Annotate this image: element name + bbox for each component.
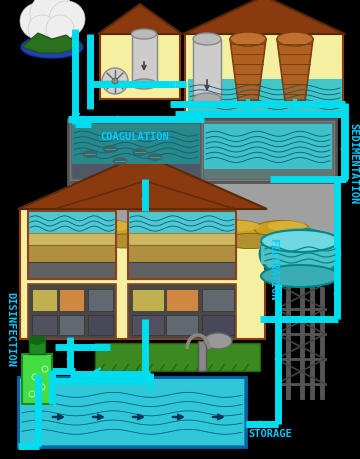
Polygon shape bbox=[22, 33, 82, 53]
Ellipse shape bbox=[131, 79, 157, 89]
Bar bbox=[28, 245, 116, 262]
Ellipse shape bbox=[148, 153, 162, 161]
Bar bbox=[18, 377, 246, 447]
Bar bbox=[20, 379, 244, 445]
Text: DISINFECTION: DISINFECTION bbox=[5, 291, 15, 366]
Bar bbox=[28, 211, 116, 279]
Bar bbox=[128, 211, 236, 279]
Text: SEDIMENTATION: SEDIMENTATION bbox=[348, 123, 358, 205]
Text: FILTRATION: FILTRATION bbox=[268, 238, 278, 300]
Bar bbox=[68, 119, 336, 182]
Ellipse shape bbox=[112, 157, 127, 165]
Bar bbox=[128, 245, 236, 262]
Ellipse shape bbox=[21, 36, 83, 58]
Ellipse shape bbox=[260, 229, 340, 279]
Bar bbox=[59, 289, 84, 311]
Polygon shape bbox=[98, 4, 182, 34]
Polygon shape bbox=[230, 39, 266, 101]
Bar bbox=[28, 262, 116, 279]
Bar bbox=[95, 343, 260, 371]
Bar bbox=[32, 315, 57, 335]
Polygon shape bbox=[18, 154, 267, 209]
Bar bbox=[166, 315, 198, 335]
Bar bbox=[202, 289, 234, 311]
Ellipse shape bbox=[214, 221, 260, 231]
Bar bbox=[28, 284, 116, 339]
Circle shape bbox=[49, 1, 85, 37]
Ellipse shape bbox=[29, 336, 45, 344]
Polygon shape bbox=[277, 39, 313, 101]
Bar bbox=[128, 284, 236, 339]
Bar bbox=[204, 124, 332, 169]
Ellipse shape bbox=[80, 220, 135, 238]
Circle shape bbox=[102, 68, 128, 94]
Polygon shape bbox=[55, 181, 235, 209]
Bar bbox=[132, 34, 157, 84]
Text: COAGULATION: COAGULATION bbox=[100, 132, 169, 142]
Circle shape bbox=[46, 15, 74, 43]
Circle shape bbox=[112, 78, 118, 84]
Circle shape bbox=[20, 3, 56, 39]
Bar bbox=[28, 233, 116, 245]
Bar bbox=[198, 341, 206, 371]
Ellipse shape bbox=[100, 234, 150, 248]
Ellipse shape bbox=[193, 93, 221, 105]
Ellipse shape bbox=[255, 220, 310, 237]
Circle shape bbox=[28, 15, 56, 43]
Ellipse shape bbox=[132, 148, 148, 156]
Bar bbox=[261, 246, 339, 264]
Polygon shape bbox=[183, 0, 345, 34]
Ellipse shape bbox=[103, 145, 117, 153]
Bar bbox=[193, 39, 221, 99]
Bar bbox=[132, 315, 164, 335]
Bar bbox=[100, 34, 180, 99]
Ellipse shape bbox=[204, 333, 232, 349]
Bar bbox=[68, 182, 336, 249]
Ellipse shape bbox=[193, 33, 221, 45]
Bar bbox=[71, 184, 335, 246]
Bar bbox=[185, 34, 343, 114]
Bar bbox=[128, 211, 236, 233]
Bar bbox=[20, 209, 265, 339]
Ellipse shape bbox=[154, 220, 196, 232]
Bar bbox=[28, 211, 116, 233]
Bar bbox=[88, 289, 113, 311]
Bar bbox=[188, 79, 342, 114]
Bar bbox=[22, 354, 52, 404]
Bar bbox=[72, 124, 200, 164]
Circle shape bbox=[30, 0, 74, 36]
Bar bbox=[88, 315, 113, 335]
Ellipse shape bbox=[131, 29, 157, 39]
Ellipse shape bbox=[82, 150, 98, 158]
Text: STORAGE: STORAGE bbox=[248, 429, 292, 439]
Ellipse shape bbox=[165, 233, 220, 249]
Ellipse shape bbox=[93, 221, 131, 231]
Bar bbox=[29, 340, 45, 354]
Bar bbox=[32, 289, 57, 311]
Ellipse shape bbox=[277, 32, 313, 46]
Bar bbox=[59, 315, 84, 335]
Bar bbox=[166, 289, 198, 311]
Bar bbox=[202, 315, 234, 335]
Ellipse shape bbox=[268, 221, 306, 231]
Bar bbox=[128, 233, 236, 245]
Bar bbox=[203, 122, 333, 179]
Ellipse shape bbox=[261, 265, 339, 287]
Bar bbox=[71, 122, 201, 179]
Ellipse shape bbox=[261, 230, 339, 252]
Bar bbox=[128, 262, 236, 279]
Ellipse shape bbox=[140, 219, 200, 239]
Bar bbox=[132, 289, 164, 311]
Ellipse shape bbox=[199, 220, 265, 238]
Ellipse shape bbox=[220, 234, 280, 248]
Ellipse shape bbox=[275, 234, 325, 248]
Ellipse shape bbox=[230, 32, 266, 46]
